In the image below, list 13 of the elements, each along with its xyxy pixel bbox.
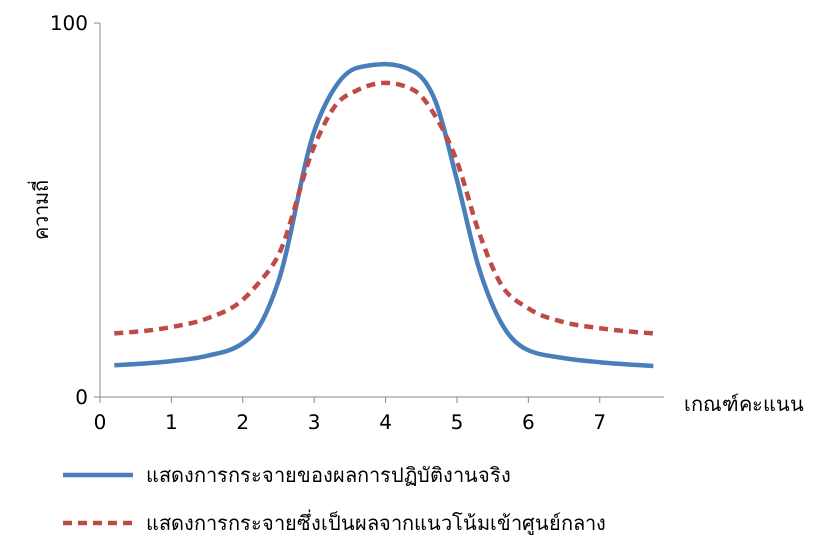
legend-label: แสดงการกระจายของผลการปฏิบัติงานจริง bbox=[146, 463, 511, 487]
x-tick-label: 4 bbox=[379, 410, 392, 434]
x-tick-label: 7 bbox=[593, 410, 606, 434]
x-tick-label: 5 bbox=[450, 410, 464, 434]
y-axis-title: ความถี่ bbox=[27, 180, 53, 240]
x-tick-label: 3 bbox=[308, 410, 321, 434]
x-tick-label: 0 bbox=[94, 410, 106, 434]
x-tick-label: 2 bbox=[236, 410, 250, 434]
legend-label: แสดงการกระจายซึ่งเป็นผลจากแนวโน้มเข้าศูนย์กลาง bbox=[146, 509, 606, 536]
x-tick-label: 1 bbox=[165, 410, 178, 434]
y-tick-label: 100 bbox=[50, 11, 88, 35]
x-tick-label: 6 bbox=[522, 410, 535, 434]
x-axis-title: เกณฑ์คะแนน bbox=[684, 392, 804, 416]
